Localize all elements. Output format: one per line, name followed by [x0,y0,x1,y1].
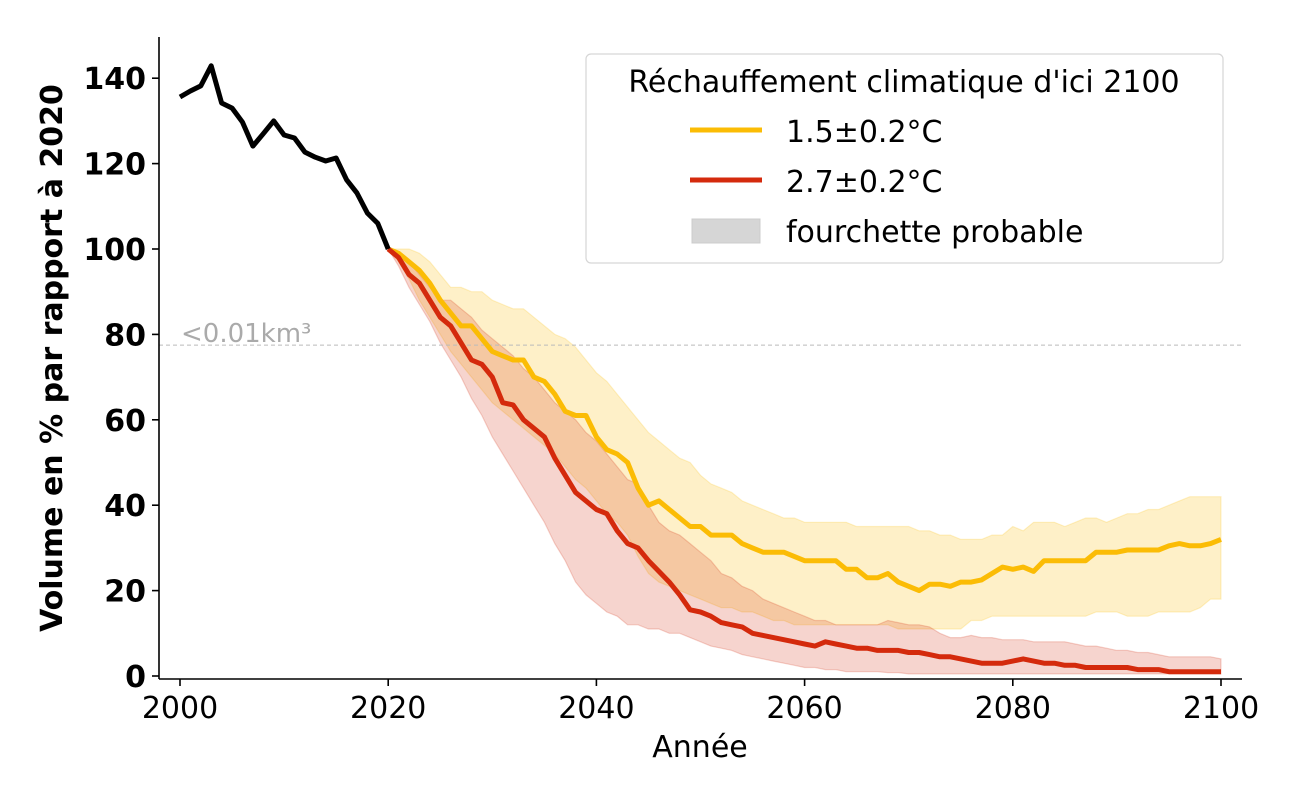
legend: Réchauffement climatique d'ici 2100 1.5±… [585,53,1224,264]
legend-frame [585,53,1224,264]
x-tick-label-2020: 2020 [350,691,426,726]
series-lines [178,63,1222,675]
x-tick-label-2060: 2060 [766,691,842,726]
y-tick-label-140: 140 [83,62,146,97]
line-1.5±0.2°C [387,246,1222,594]
x-tick-label-2100: 2100 [1183,691,1259,726]
x-ticks: 2000 2020 2040 2060 2080 2100 [142,679,1259,726]
legend-label-range: fourchette probable [786,215,1083,250]
legend-title: Réchauffement climatique d'ici 2100 [628,65,1179,100]
y-tick-label-80: 80 [104,318,146,353]
y-tick-label-100: 100 [83,233,146,268]
axes [158,37,1242,680]
x-tick-label-2000: 2000 [142,691,218,726]
x-tick-label-2080: 2080 [975,691,1051,726]
line-2.7±0.2°C [386,247,1221,675]
x-tick-label-2040: 2040 [558,691,634,726]
line-historical [178,63,391,250]
y-tick-label-60: 60 [104,404,146,439]
y-tick-label-0: 0 [125,660,146,695]
y-axis-label: Volume en % par rapport à 2020 [35,84,70,632]
x-axis-label: Année [652,730,747,765]
legend-label-2-7: 2.7±0.2°C [786,165,943,200]
y-tick-label-20: 20 [104,575,146,610]
y-tick-label-120: 120 [83,148,146,183]
legend-swatch-range [691,218,761,244]
threshold-label: <0.01km³ [181,319,311,349]
y-ticks: 0 20 40 60 80 100 120 140 [83,62,159,695]
y-tick-label-40: 40 [104,489,146,524]
uncertainty-bands [386,247,1222,675]
band-2.7±0.2°C [386,247,1222,675]
band-1.5±0.2°C [386,248,1222,630]
legend-label-1-5: 1.5±0.2°C [786,115,943,150]
